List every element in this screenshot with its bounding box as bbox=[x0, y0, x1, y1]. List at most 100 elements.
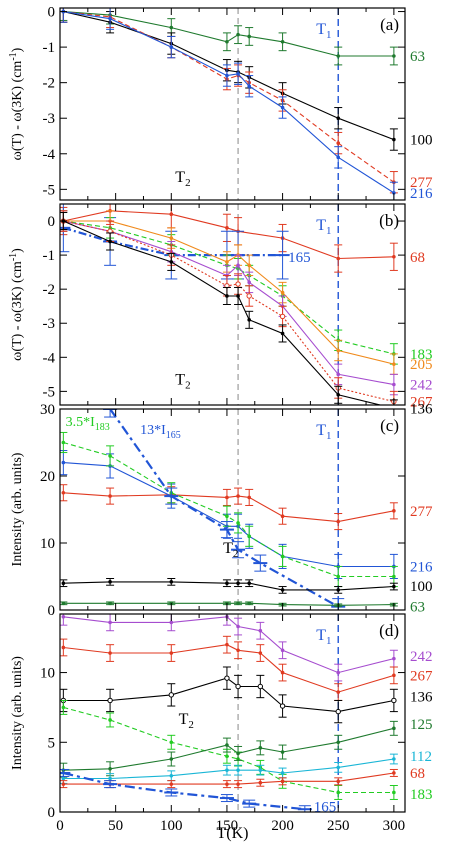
data-point bbox=[225, 581, 229, 585]
data-point bbox=[61, 581, 66, 585]
data-point bbox=[247, 263, 251, 268]
data-point bbox=[246, 293, 252, 299]
data-point bbox=[169, 620, 174, 625]
data-point bbox=[108, 718, 112, 722]
panel-a: 0-1-2-3-4-5ω(T) - ω(3K) (cm-1)(a)6310027… bbox=[8, 5, 433, 202]
data-point bbox=[280, 771, 285, 775]
series-216 bbox=[60, 8, 398, 200]
x-tick-label: 300 bbox=[383, 818, 406, 834]
y-axis-label-sup: -1 bbox=[8, 253, 19, 261]
series-label-extra: 165 bbox=[314, 799, 337, 815]
data-point bbox=[169, 757, 174, 761]
t2-label: T2 bbox=[223, 540, 238, 560]
series-3-5-I183 bbox=[60, 431, 398, 588]
t1-label: T1 bbox=[316, 627, 331, 647]
y-tick-label: -1 bbox=[43, 40, 56, 56]
data-point bbox=[392, 584, 396, 589]
data-point bbox=[336, 690, 341, 694]
data-point bbox=[392, 255, 396, 259]
panel-label: (b) bbox=[379, 211, 399, 230]
data-point bbox=[236, 581, 240, 585]
data-point bbox=[392, 673, 396, 678]
x-tick-label: 200 bbox=[271, 818, 294, 834]
data-point bbox=[108, 580, 112, 584]
panel-b: 0-1-2-3-4-5ω(T) - ω(3K) (cm-1)(b)6816518… bbox=[8, 203, 433, 417]
series-136 bbox=[60, 212, 398, 405]
plot-area bbox=[60, 204, 398, 405]
plot-area bbox=[60, 614, 398, 812]
t2-label-sub: 2 bbox=[188, 719, 194, 731]
x-tick-label: 100 bbox=[160, 818, 183, 834]
series-annotation-sub: 183 bbox=[95, 422, 110, 433]
series-label: 112 bbox=[410, 749, 432, 765]
y-tick-label: 5 bbox=[48, 735, 56, 751]
y-tick-label: 0 bbox=[48, 5, 56, 21]
data-point bbox=[280, 648, 285, 653]
series-label: 136 bbox=[410, 689, 433, 705]
t1-label: T1 bbox=[316, 217, 331, 237]
data-point bbox=[247, 495, 251, 500]
series-13-I165 bbox=[103, 409, 346, 610]
plot-area bbox=[60, 409, 398, 610]
series-68 bbox=[60, 768, 398, 789]
data-point bbox=[225, 514, 229, 518]
data-point bbox=[225, 642, 229, 647]
data-point bbox=[391, 697, 397, 704]
series-annotation: 3.5*I183 bbox=[66, 415, 110, 433]
data-point bbox=[61, 645, 66, 650]
series-100 bbox=[60, 578, 398, 594]
panel-frame bbox=[59, 203, 406, 406]
data-point bbox=[247, 601, 251, 606]
data-point bbox=[279, 703, 286, 709]
series-line bbox=[63, 771, 305, 811]
y-tick-label: 10 bbox=[40, 536, 55, 552]
panel-frame bbox=[59, 408, 406, 611]
data-point bbox=[225, 73, 229, 78]
t2-label-main: T bbox=[175, 169, 185, 186]
t2-label-sub: 2 bbox=[185, 177, 191, 189]
data-point bbox=[61, 705, 66, 710]
data-point bbox=[61, 601, 66, 606]
t1-label-main: T bbox=[316, 422, 326, 439]
series-annotation: 13*I165 bbox=[140, 423, 181, 441]
data-point bbox=[336, 141, 341, 145]
series-label: 267 bbox=[410, 668, 433, 684]
series-label: 183 bbox=[410, 787, 433, 803]
data-point bbox=[169, 236, 174, 240]
data-point bbox=[392, 54, 396, 58]
data-point bbox=[258, 780, 263, 785]
t2-label-main: T bbox=[175, 372, 185, 389]
x-tick-label: 250 bbox=[327, 818, 350, 834]
y-tick-label: 20 bbox=[40, 469, 55, 485]
data-point bbox=[225, 768, 229, 772]
series-165 bbox=[60, 768, 312, 812]
data-point bbox=[336, 588, 341, 592]
data-point bbox=[236, 263, 240, 268]
y-tick-label: -1 bbox=[43, 248, 56, 264]
t1-label: T1 bbox=[316, 21, 331, 41]
data-point bbox=[336, 372, 341, 377]
series-label-165: 165 bbox=[288, 250, 311, 266]
data-point bbox=[225, 226, 229, 230]
data-point bbox=[280, 750, 285, 754]
t2-label-main: T bbox=[179, 711, 189, 728]
data-point bbox=[336, 392, 341, 397]
series-label: 242 bbox=[410, 649, 433, 665]
series-label: 68 bbox=[410, 766, 425, 782]
data-point bbox=[247, 84, 251, 89]
data-point bbox=[392, 191, 396, 195]
plot-area bbox=[60, 8, 398, 200]
data-point bbox=[236, 601, 240, 606]
data-point bbox=[280, 105, 285, 110]
data-point bbox=[169, 25, 174, 30]
series-63 bbox=[60, 8, 398, 66]
data-point bbox=[336, 740, 341, 745]
data-point bbox=[225, 39, 229, 44]
data-point bbox=[247, 581, 251, 585]
series-line bbox=[109, 409, 339, 608]
panel-label: (d) bbox=[379, 621, 399, 640]
data-point bbox=[169, 651, 174, 655]
data-point bbox=[108, 776, 112, 781]
data-point bbox=[236, 294, 240, 298]
data-point bbox=[108, 620, 112, 625]
